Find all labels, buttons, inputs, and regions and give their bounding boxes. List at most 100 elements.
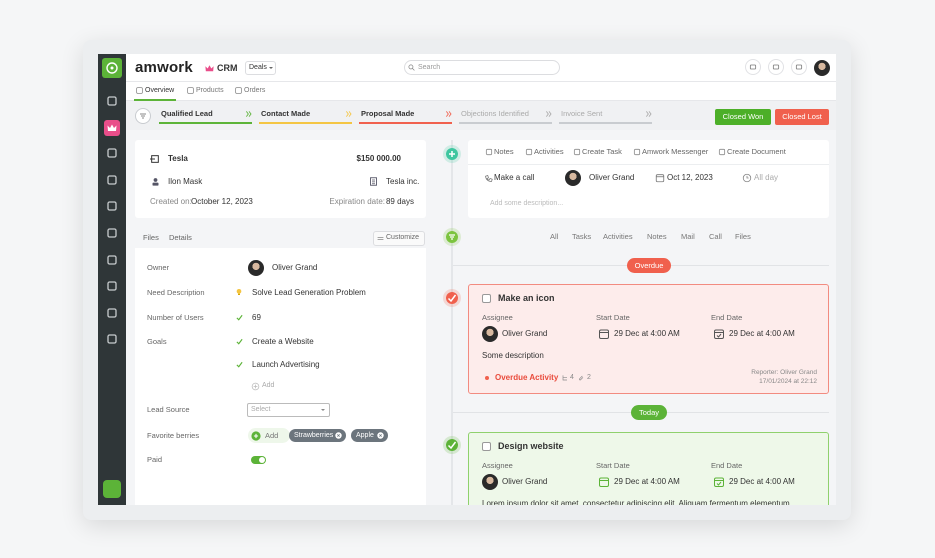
add-berry[interactable]: Add [265, 431, 279, 440]
tab[interactable]: Products [196, 87, 224, 94]
add-icon [251, 431, 261, 441]
detail-tab[interactable]: Files [143, 233, 159, 242]
lead-source-select[interactable] [247, 403, 330, 417]
closed-won-button[interactable] [715, 109, 771, 125]
checkbox[interactable] [482, 294, 491, 303]
select-placeholder[interactable]: Select [251, 406, 271, 413]
stage-underline [259, 122, 352, 124]
card-label: End Date [711, 461, 743, 470]
tab[interactable]: Orders [244, 87, 266, 94]
sidebar-item [106, 200, 118, 212]
created-label: Created on: [150, 197, 192, 206]
card-end: 29 Dec at 4:00 AM [729, 329, 795, 338]
tab-icon [235, 87, 242, 94]
pipeline-stage[interactable]: Invoice Sent [561, 109, 603, 118]
card-start: 29 Dec at 4:00 AM [614, 477, 680, 486]
activity-time[interactable]: All day [754, 173, 779, 182]
sidebar-help[interactable] [103, 480, 121, 498]
action-icon [485, 148, 493, 156]
field-label: Number of Users [147, 313, 204, 322]
divider [468, 164, 829, 165]
filter[interactable]: Mail [681, 232, 695, 241]
field-label: Paid [147, 455, 163, 464]
timeline-dot[interactable] [443, 145, 461, 163]
crown-icon [204, 63, 215, 74]
berry-tag[interactable] [289, 429, 346, 442]
tab-icon [136, 87, 143, 94]
card-title[interactable]: Make an icon [498, 293, 555, 303]
filter[interactable]: All [550, 232, 559, 241]
stage-chevron [445, 110, 453, 118]
tag-label[interactable]: Apple [356, 432, 374, 439]
button-label[interactable]: Closed Lost [782, 112, 822, 121]
filter[interactable]: Notes [647, 232, 667, 241]
card-assignee: Oliver Grand [502, 329, 548, 338]
activity-action[interactable]: Activities [534, 147, 564, 156]
berry-tag[interactable] [351, 429, 388, 442]
deals-dropdown[interactable] [245, 61, 276, 75]
activity-action[interactable]: Create Task [582, 147, 622, 156]
card-status: Overdue Activity [495, 373, 559, 382]
tag-label[interactable]: Strawberries [294, 432, 334, 439]
paid-toggle[interactable] [251, 456, 266, 464]
activity-action[interactable]: Create Document [727, 147, 786, 156]
sidebar-item [106, 147, 118, 159]
card-reporter: Reporter: Oliver Grand [751, 369, 817, 376]
clock-icon [742, 173, 752, 183]
timeline-dot[interactable] [443, 436, 461, 454]
customize-button[interactable] [373, 231, 425, 246]
filter[interactable]: Activities [603, 232, 633, 241]
card-label: Start Date [596, 461, 630, 470]
deal-card [135, 140, 426, 218]
calendar-icon [655, 173, 665, 183]
timeline-dot[interactable] [443, 228, 461, 246]
pipeline-stage[interactable]: Objections Identified [461, 109, 529, 118]
activity-card[interactable] [468, 284, 829, 394]
card-label: Assignee [482, 313, 513, 322]
description-placeholder[interactable]: Add some description... [490, 200, 564, 207]
activity-type[interactable]: Make a call [494, 173, 535, 182]
filter-button[interactable] [135, 108, 151, 124]
filter[interactable]: Call [709, 232, 722, 241]
activity-date[interactable]: Oct 12, 2023 [667, 173, 713, 182]
filter[interactable]: Tasks [572, 232, 592, 241]
customize-label[interactable]: Customize [386, 234, 420, 241]
checkbox[interactable] [482, 442, 491, 451]
closed-lost-button[interactable] [775, 109, 829, 125]
card-title[interactable]: Design website [498, 441, 564, 451]
calendar-check-icon [713, 476, 725, 488]
activity-action[interactable]: Notes [494, 147, 514, 156]
pipeline-stage[interactable]: Proposal Made [361, 109, 415, 118]
header-button[interactable] [768, 59, 784, 75]
sidebar-item-active[interactable] [104, 120, 120, 136]
expiration-value: 89 days [385, 197, 414, 206]
header-button[interactable] [745, 59, 761, 75]
timeline-dot[interactable] [443, 289, 461, 307]
filter[interactable]: Files [735, 232, 751, 241]
caret [268, 65, 274, 71]
sidebar-logo[interactable] [102, 58, 122, 78]
activity-action[interactable]: Amwork Messenger [642, 147, 709, 156]
search-box[interactable] [404, 60, 560, 75]
card-end: 29 Dec at 4:00 AM [729, 477, 795, 486]
activity-assignee[interactable]: Oliver Grand [589, 173, 635, 182]
field-label: Favorite berries [147, 431, 200, 440]
header-button[interactable] [791, 59, 807, 75]
dropdown-label[interactable]: Deals [249, 64, 267, 71]
detail-tab[interactable]: Details [169, 233, 192, 242]
pipeline-stage[interactable]: Contact Made [261, 109, 311, 118]
add-goal[interactable]: Add [262, 382, 275, 389]
field-value: Oliver Grand [272, 263, 318, 272]
stage-chevron [345, 110, 353, 118]
button-label[interactable]: Closed Won [722, 112, 764, 121]
action-icon [718, 148, 726, 156]
header-icon [772, 63, 780, 71]
activity-card[interactable] [468, 432, 829, 505]
deal-icon [150, 154, 160, 164]
tab[interactable]: Overview [145, 87, 175, 94]
contact-icon [151, 177, 160, 186]
subtask-count: 4 [570, 374, 574, 381]
attachment-icon [577, 374, 585, 382]
action-icon [573, 148, 581, 156]
pipeline-stage[interactable]: Qualified Lead [161, 109, 213, 118]
